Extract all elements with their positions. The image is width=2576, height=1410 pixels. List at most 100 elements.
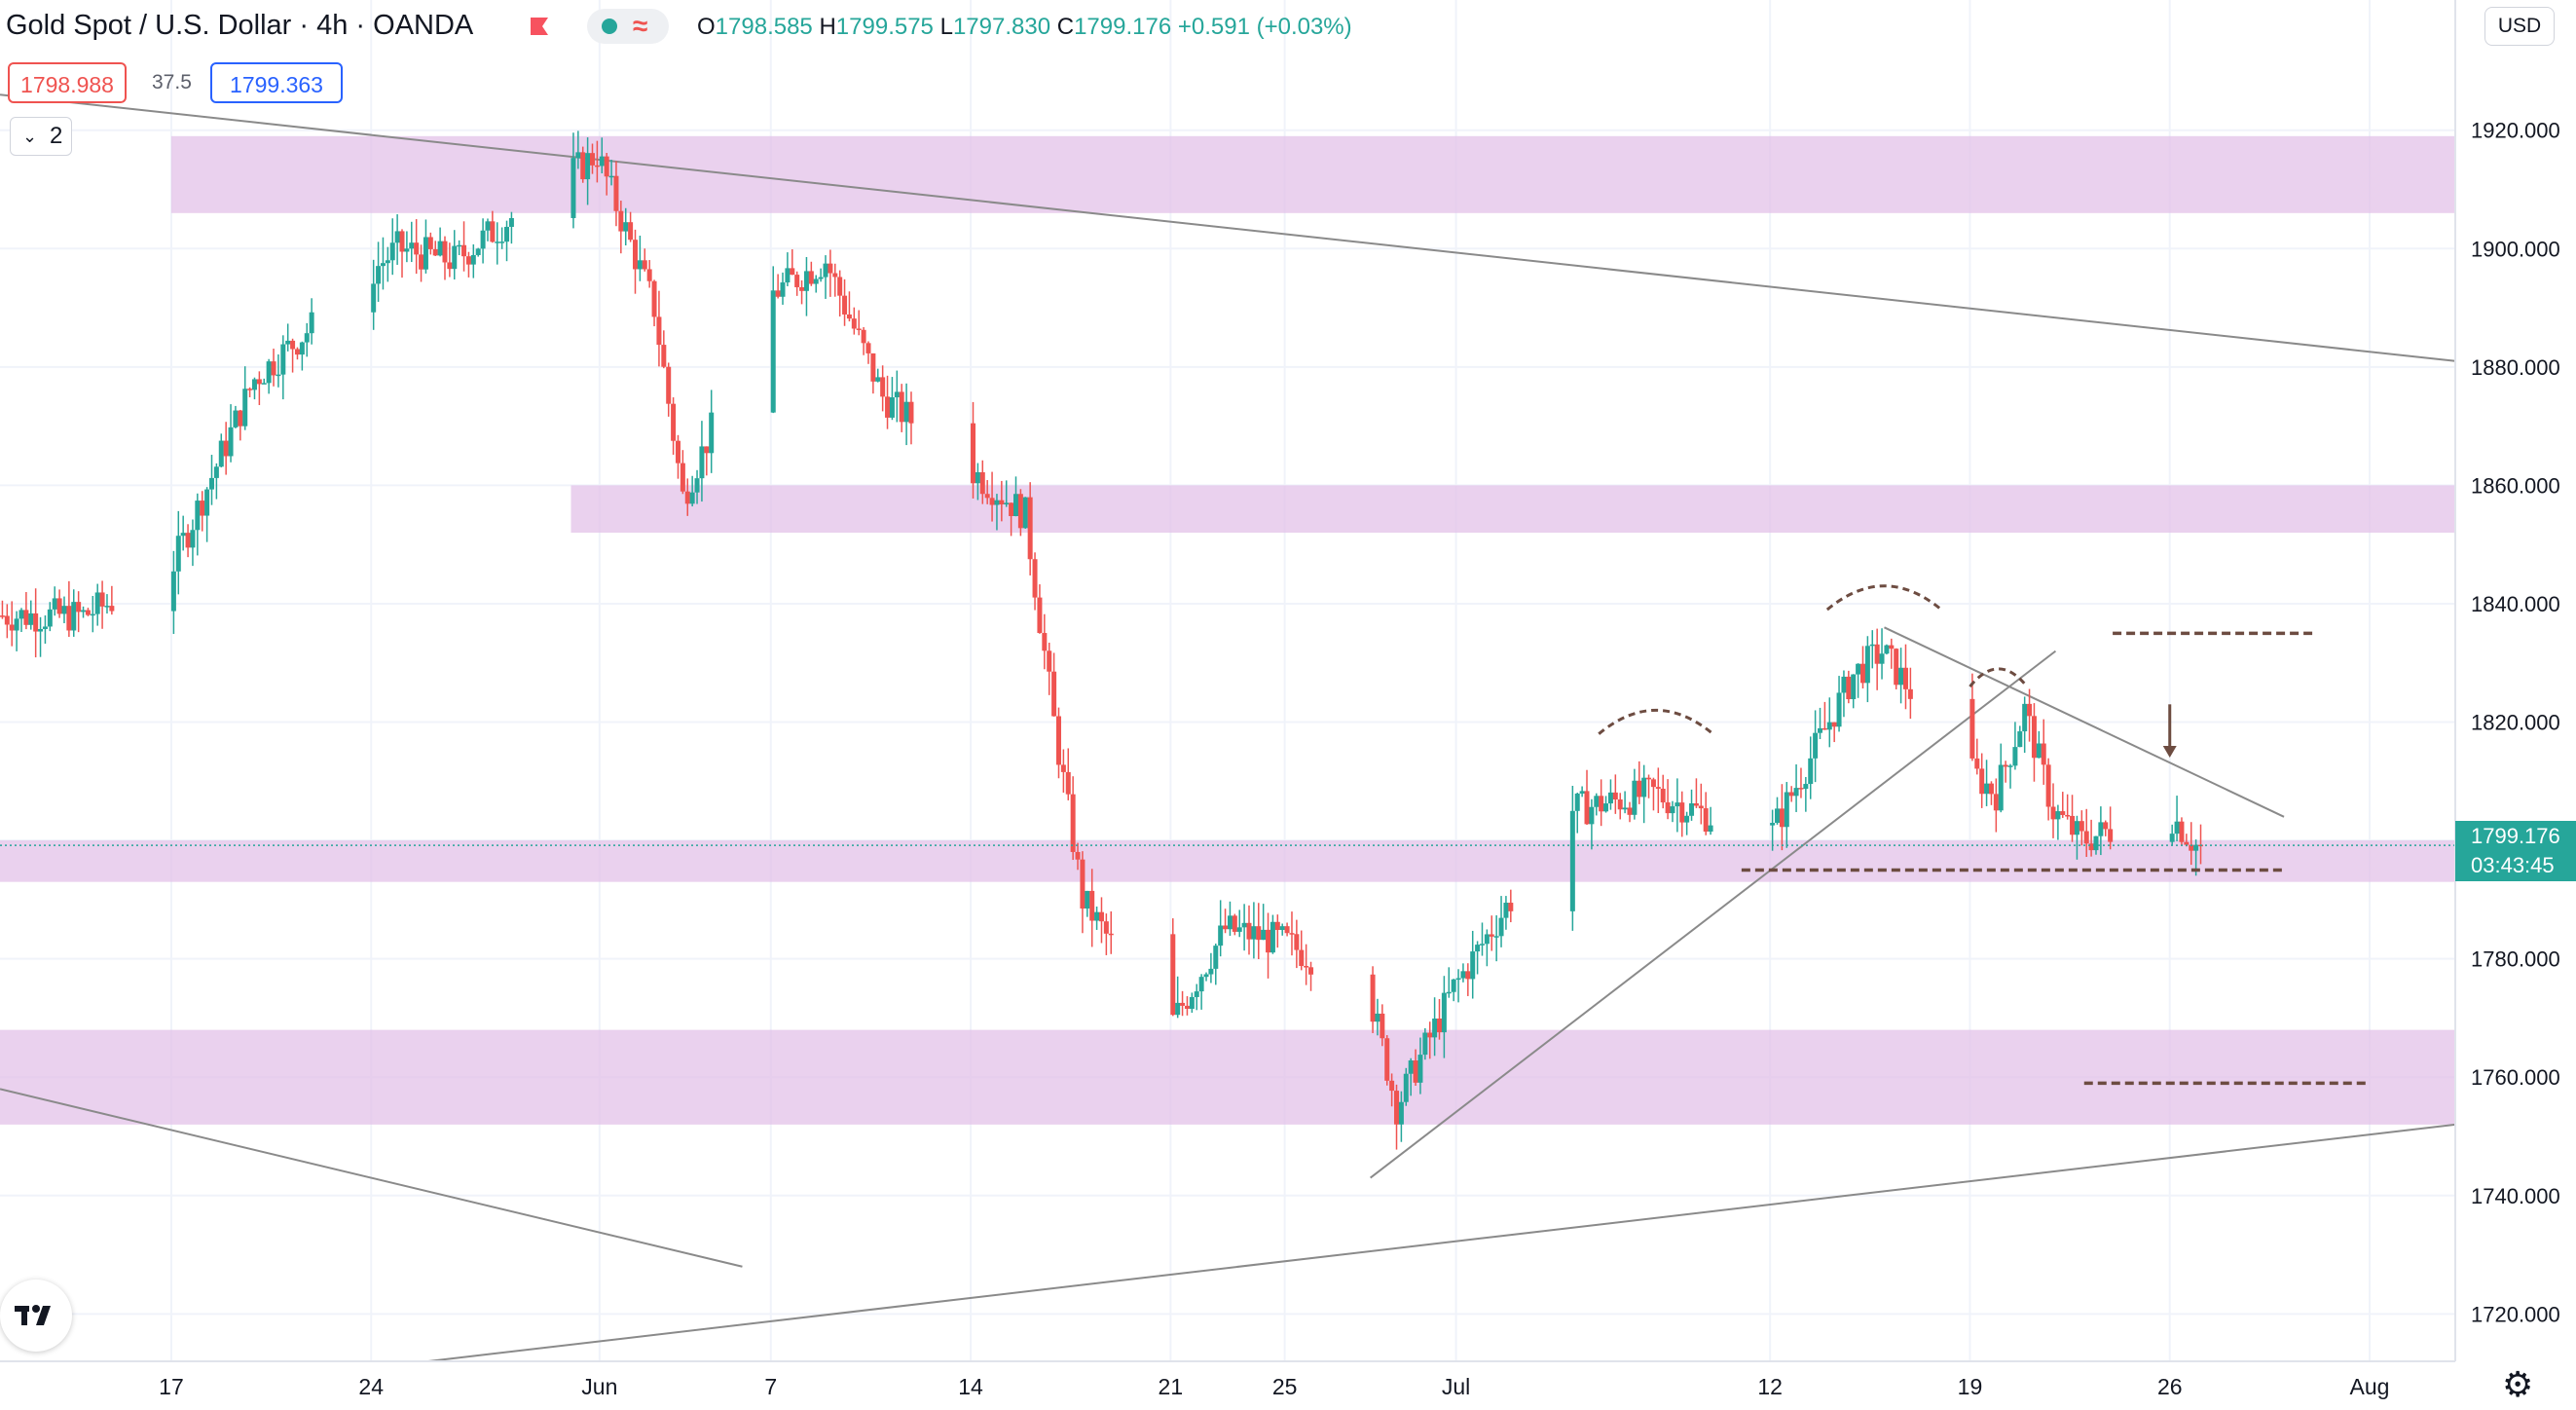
trendlines (0, 93, 2456, 1362)
candle (0, 615, 5, 617)
y-tick-label: 1740.000 (2471, 1184, 2560, 1208)
candle (999, 500, 1005, 505)
candle (646, 269, 652, 281)
candle (1898, 667, 1904, 686)
market-status-pill[interactable] (587, 9, 669, 44)
candle (1375, 1013, 1380, 1022)
candle (1831, 722, 1837, 727)
candle (1270, 921, 1275, 953)
y-tick-label: 1820.000 (2471, 711, 2560, 735)
candle (984, 494, 990, 499)
candle (247, 389, 253, 390)
candle (1836, 692, 1842, 727)
candle (1013, 494, 1019, 517)
candle (47, 609, 53, 627)
last-price-value: 1799.176 (2471, 824, 2560, 848)
candle (903, 401, 909, 423)
candle (770, 290, 776, 413)
candle (1803, 784, 1809, 790)
x-tick-label: Jul (1442, 1374, 1470, 1399)
buy-button[interactable]: 1799.363 (210, 62, 343, 103)
zone (0, 1029, 2455, 1125)
y-tick-label: 1780.000 (2471, 947, 2560, 972)
sell-button[interactable]: 1798.988 (8, 62, 127, 103)
gear-icon[interactable]: ⚙ (2502, 1364, 2534, 1404)
candle (837, 277, 843, 296)
candle (1289, 933, 1295, 935)
candle (1498, 917, 1504, 937)
candle (389, 242, 395, 261)
candle (1784, 792, 1789, 828)
candle (790, 268, 795, 276)
candle (56, 598, 62, 614)
candle (1274, 921, 1280, 931)
candle (1451, 979, 1456, 992)
candle (1236, 927, 1242, 932)
trendline (1884, 626, 2285, 818)
candle (2012, 747, 2018, 766)
candle (94, 592, 100, 614)
candle (1203, 974, 1209, 978)
currency-button[interactable]: USD (2484, 7, 2555, 46)
candle (480, 230, 486, 249)
tradingview-logo-icon (15, 1305, 51, 1325)
candle (1612, 792, 1618, 800)
candle (81, 610, 87, 612)
candle (1080, 859, 1086, 909)
candle (580, 152, 586, 180)
candle (803, 271, 809, 291)
candle (2003, 764, 2008, 767)
candle (699, 446, 705, 479)
candle (271, 361, 276, 376)
candle (1370, 974, 1376, 1022)
candle (1022, 497, 1028, 529)
candle (304, 333, 310, 343)
candle (675, 440, 681, 464)
candle (1993, 794, 1999, 811)
candle (2189, 844, 2194, 851)
candle (1879, 653, 1885, 664)
candle (1432, 1018, 1438, 1038)
candle (1241, 922, 1247, 928)
flag-icon[interactable] (529, 16, 550, 37)
candle (1279, 926, 1285, 931)
candle (1902, 667, 1908, 689)
candle (870, 352, 876, 382)
x-tick-label: Jun (581, 1374, 617, 1399)
candle (689, 492, 695, 504)
candle (2083, 831, 2089, 844)
candle (684, 491, 690, 504)
candle (1037, 597, 1043, 634)
candle (1465, 971, 1471, 980)
candle (2041, 743, 2046, 765)
candle (18, 610, 24, 619)
candle (808, 271, 814, 284)
candle (1213, 946, 1219, 969)
candle (1779, 808, 1785, 828)
symbol-title[interactable]: Gold Spot / U.S. Dollar · 4h · OANDA (6, 10, 474, 41)
candle (2098, 822, 2104, 836)
candle (385, 260, 390, 264)
candle (1198, 977, 1204, 992)
candle (1646, 777, 1652, 780)
candle (1284, 926, 1290, 934)
candle (1417, 1055, 1423, 1083)
candle (599, 156, 605, 167)
trendline (0, 93, 2456, 362)
tradingview-logo[interactable] (0, 1280, 72, 1352)
candle (1427, 1032, 1433, 1038)
candle (2007, 765, 2013, 767)
candle (1218, 925, 1224, 946)
candle (1874, 644, 1880, 664)
low-label: L (939, 14, 953, 40)
candle (61, 606, 67, 614)
indicators-toggle-button[interactable]: ⌄ 2 (10, 117, 72, 156)
candle (642, 260, 647, 270)
candle (200, 501, 205, 516)
candle (1194, 991, 1199, 997)
open-label: O (697, 14, 716, 40)
candle (394, 231, 400, 243)
candle (2193, 844, 2199, 851)
candle (508, 217, 514, 227)
